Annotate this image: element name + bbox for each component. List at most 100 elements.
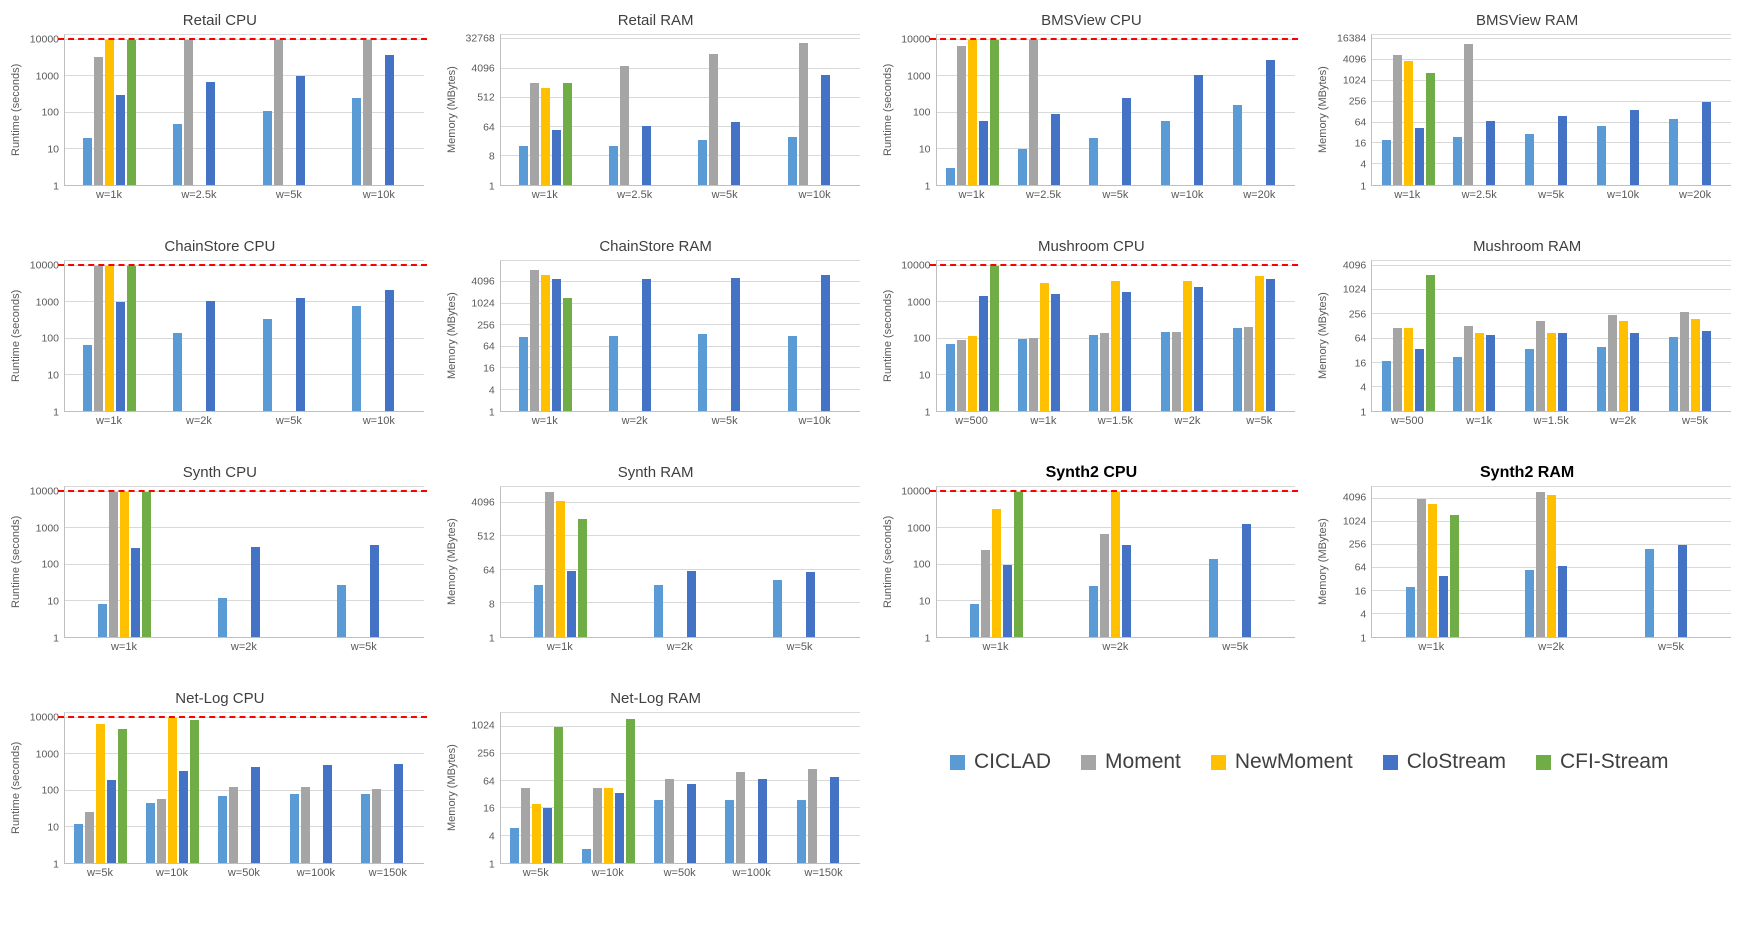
chart-synth-cpu: Synth CPU Runtime (seconds) 1 10 100 1000 1000…: [8, 462, 432, 674]
bar-ciclad: [519, 146, 529, 185]
legend-swatch: [1081, 754, 1097, 770]
gridline: [500, 388, 860, 390]
x-tick-label: w=2.5k: [1461, 189, 1497, 201]
bar-clostream: [806, 572, 816, 637]
plot-area: [58, 260, 427, 412]
bar-slot-ciclad: [1668, 261, 1678, 411]
chart-retail-cpu: Retail CPU Runtime (seconds) 1 10 100 1000 100…: [8, 10, 432, 222]
y-tick-label: 64: [483, 774, 495, 787]
bar-clostream: [1265, 60, 1275, 185]
bar-moment: [1100, 534, 1110, 637]
bar-ciclad: [698, 139, 708, 185]
bar-slot-cfi-stream: [832, 35, 841, 185]
bar-slot-ciclad: [725, 713, 735, 863]
bar-ciclad: [1381, 140, 1391, 185]
bar-cfi-stream: [625, 719, 635, 863]
chart-body: Runtime (seconds) 1 10 100 1000 10000: [8, 33, 432, 191]
y-tick-label: 256: [477, 318, 495, 331]
bar-group: [185, 487, 305, 637]
bar-group: [1224, 261, 1296, 411]
bar-slot-newmoment: [1547, 35, 1556, 185]
bar-ciclad: [945, 167, 955, 185]
chart-title: Mushroom RAM: [1472, 238, 1582, 255]
bar-slot-cfi-stream: [1449, 487, 1459, 637]
bar-slot-moment: [1656, 487, 1665, 637]
x-tick-label: w=2k: [185, 415, 212, 427]
bar-slot-clostream: [1122, 35, 1132, 185]
bar-clostream: [552, 279, 562, 411]
x-tick-label: w=20k: [1678, 189, 1712, 201]
bar-moment: [1100, 332, 1110, 411]
y-tick-label: 100: [41, 784, 59, 797]
bar-slot-cfi-stream: [118, 713, 128, 863]
y-axis-label: Memory (MBytes): [445, 292, 458, 380]
y-tick-labels: 1 10 100 1000 10000: [24, 33, 64, 191]
bar-moment: [619, 65, 629, 185]
chart-title: BMSView RAM: [1476, 12, 1579, 29]
bar-slot-cfi-stream: [217, 35, 226, 185]
bar-clostream: [1194, 74, 1204, 185]
bar-group: [680, 35, 770, 185]
bar-ciclad: [337, 584, 347, 637]
x-tick-label: w=2k: [1538, 641, 1565, 653]
bar-clostream: [116, 302, 126, 411]
y-tick-label: 64: [1354, 116, 1367, 129]
bar-newmoment: [541, 275, 551, 411]
bar-slot-newmoment: [1111, 35, 1120, 185]
x-tick-label: w=5k: [711, 415, 738, 427]
chart-body: Memory (MBytes) 1 8 64 512 4096: [444, 486, 868, 643]
bar-slot-ciclad: [1453, 35, 1463, 185]
y-tick-label: 1: [488, 857, 495, 870]
y-tick-label: 4: [1360, 158, 1367, 171]
bar-slot-newmoment: [967, 35, 977, 185]
bar-cfi-stream: [1425, 72, 1435, 185]
bar-slot-cfi-stream: [817, 487, 826, 637]
x-tick-label: w=5k: [275, 189, 302, 201]
bar-slot-clostream: [107, 713, 117, 863]
y-tick-label: 10000: [29, 33, 59, 46]
gridline: [65, 301, 424, 303]
x-axis-labels: w=1k w=2k w=5k: [444, 638, 860, 659]
y-tick-label: 100: [912, 106, 931, 119]
gridline: [65, 563, 424, 565]
bar-groups: [937, 261, 1296, 411]
bar-slot-ciclad: [337, 487, 347, 637]
bar-groups: [65, 713, 424, 863]
bar-slot-ciclad: [217, 713, 227, 863]
bar-slot-moment: [1464, 261, 1474, 411]
bar-clostream: [1414, 349, 1424, 411]
bar-slot-newmoment: [1691, 35, 1700, 185]
bar-slot-moment: [1028, 35, 1038, 185]
bar-slot-newmoment: [631, 261, 640, 411]
bar-newmoment: [168, 718, 178, 863]
bar-clostream: [1414, 127, 1424, 185]
bar-slot-moment: [372, 713, 382, 863]
bar-group: [1008, 261, 1080, 411]
bar-slot-cfi-stream: [1425, 261, 1435, 411]
bar-slot-moment: [1679, 261, 1689, 411]
bar-slot-cfi-stream: [653, 35, 662, 185]
bar-slot-cfi-stream: [625, 713, 635, 863]
x-axis-labels: w=1k w=2k w=5k: [880, 638, 1296, 659]
bar-moment: [709, 53, 719, 185]
bar-moment: [1392, 327, 1402, 411]
bar-slot-newmoment: [374, 261, 383, 411]
bar-group: [1611, 487, 1731, 637]
bar-clostream: [1558, 566, 1568, 637]
bar-slot-moment: [1244, 35, 1253, 185]
y-tick-label: 32768: [465, 32, 495, 45]
bar-slot-moment: [1536, 487, 1546, 637]
x-axis-labels: w=500 w=1k w=1.5k w=2k w=5k: [1315, 412, 1731, 433]
y-tick-labels: 1 8 64 512 4096 32768: [460, 32, 500, 191]
bar-slot-ciclad: [797, 713, 807, 863]
bar-slot-cfi-stream: [1497, 261, 1506, 411]
x-tick-label: w=1k: [95, 189, 122, 201]
bar-slot-ciclad: [1017, 35, 1027, 185]
y-tick-label: 4: [488, 384, 495, 397]
bar-group: [501, 713, 573, 863]
bar-group: [1588, 35, 1660, 185]
x-tick-label: w=5k: [1658, 641, 1685, 653]
bar-slot-clostream: [686, 713, 696, 863]
bar-clostream: [1002, 564, 1012, 637]
gridline: [500, 281, 860, 283]
